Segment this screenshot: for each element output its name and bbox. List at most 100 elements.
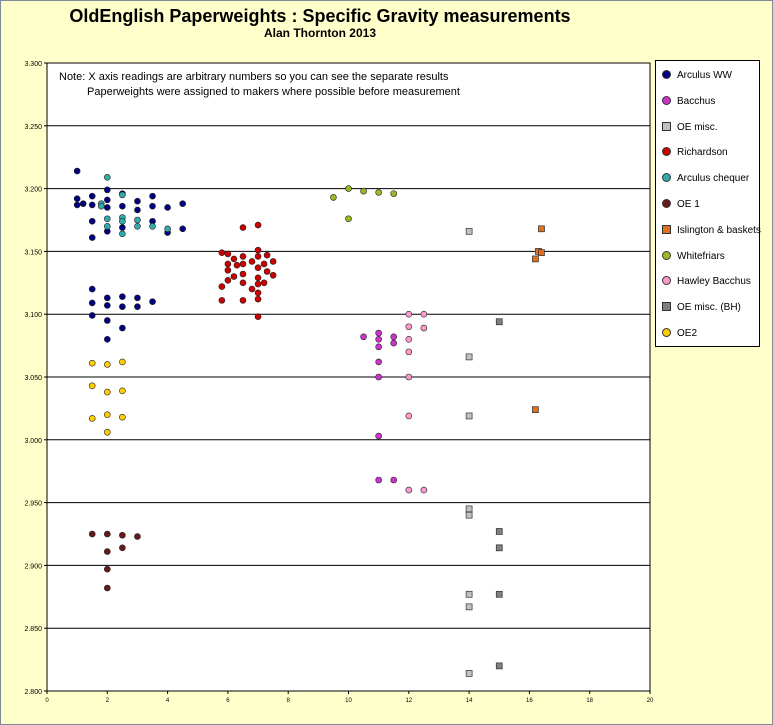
data-point-arculus-ww [73, 201, 81, 209]
data-point-bacchus [375, 343, 382, 351]
data-point-bacchus [390, 339, 398, 347]
data-point-richardson [260, 260, 268, 268]
data-point-hawley-bacchus [405, 336, 413, 343]
legend-item-hawley-bacchus: Hawley Bacchus [662, 276, 751, 287]
data-point-richardson [254, 221, 262, 229]
data-point-arculus-chequer [104, 173, 111, 181]
data-point-arculus-ww [134, 197, 141, 205]
data-point-hawley-bacchus [405, 323, 413, 331]
data-point-oe-1 [134, 533, 141, 540]
legend-item-oe-misc-bh: OE misc. (BH) [662, 302, 741, 313]
y-tick-label: 3.150 [24, 249, 42, 256]
x-tick-label: 8 [287, 698, 291, 704]
legend-item-arculus-ww: Arculus WW [662, 70, 732, 81]
data-point-hawley-bacchus [405, 348, 413, 356]
data-point-oe-misc [465, 670, 473, 677]
y-tick-label: 3.100 [24, 312, 42, 319]
data-point-oe2 [104, 361, 111, 368]
data-point-whitefriars [375, 189, 382, 196]
data-point-richardson [239, 279, 247, 287]
data-point-oe-1 [104, 565, 111, 573]
data-point-arculus-ww [104, 336, 111, 343]
data-point-arculus-chequer [104, 215, 111, 223]
data-point-arculus-ww [73, 195, 81, 202]
note-line-2: Paperweights were assigned to makers whe… [87, 86, 460, 98]
data-point-whitefriars [345, 185, 352, 192]
data-point-whitefriars [360, 187, 367, 195]
data-point-arculus-ww [88, 285, 96, 293]
data-point-richardson [260, 279, 268, 287]
legend-item-bacchus: Bacchus [662, 95, 716, 107]
data-point-hawley-bacchus [420, 324, 428, 332]
data-point-bacchus [360, 333, 367, 341]
legend-marker-richardson [662, 147, 671, 157]
data-point-oe-misc [465, 511, 473, 519]
data-point-oe2 [88, 382, 96, 390]
x-tick-label: 0 [45, 698, 49, 704]
legend-label: OE misc. (BH) [677, 302, 741, 314]
data-point-arculus-ww [104, 204, 111, 211]
legend-marker-arculus-chequer [662, 173, 671, 183]
data-point-richardson [230, 255, 238, 263]
y-tick-label: 3.250 [24, 124, 42, 131]
data-point-oe-1 [104, 530, 111, 538]
data-point-arculus-ww [104, 186, 111, 194]
data-point-oe-misc [465, 505, 473, 513]
legend-label: OE 1 [677, 199, 700, 210]
legend-marker-hawley-bacchus [662, 276, 671, 286]
x-tick-label: 4 [166, 698, 170, 704]
x-tick-label: 14 [466, 698, 473, 704]
data-point-bacchus [375, 476, 382, 484]
data-point-bacchus [375, 432, 382, 440]
data-point-richardson [254, 253, 262, 260]
data-point-richardson [263, 268, 271, 275]
data-point-arculus-ww [149, 192, 156, 200]
data-point-arculus-ww [119, 293, 126, 300]
y-tick-label: 3.000 [24, 438, 42, 445]
data-point-arculus-chequer [119, 230, 126, 238]
legend-marker-oe-1 [662, 199, 671, 208]
data-point-richardson [254, 246, 262, 254]
data-point-richardson [248, 285, 256, 293]
data-point-richardson [224, 266, 232, 274]
data-point-hawley-bacchus [420, 310, 428, 318]
data-point-richardson [254, 274, 262, 282]
data-point-arculus-ww [104, 317, 111, 324]
data-point-whitefriars [345, 215, 352, 223]
data-point-oe2 [104, 428, 111, 436]
data-point-arculus-chequer [119, 217, 126, 225]
legend-label: Richardson [677, 147, 728, 159]
data-point-arculus-ww [88, 312, 96, 319]
legend-label: OE2 [677, 328, 698, 339]
data-point-richardson [254, 313, 262, 321]
legend-marker-oe-misc [662, 121, 671, 131]
legend-marker-whitefriars [662, 250, 671, 260]
data-point-bacchus [375, 373, 382, 381]
data-point-oe-1 [119, 531, 126, 539]
data-point-arculus-ww [164, 204, 171, 211]
data-point-arculus-ww [179, 200, 186, 207]
data-point-bacchus [375, 329, 382, 337]
data-point-bacchus [390, 476, 398, 484]
legend-item-oe-misc: OE misc. [662, 121, 718, 133]
data-point-arculus-ww [88, 217, 96, 225]
data-point-richardson [239, 270, 247, 278]
data-point-richardson [239, 253, 247, 260]
chart-note: Note: X axis readings are arbitrary numb… [59, 70, 460, 100]
legend-item-whitefriars: Whitefriars [662, 250, 725, 262]
data-point-bacchus [375, 336, 382, 343]
data-point-hawley-bacchus [405, 486, 413, 494]
legend-label: Whitefriars [677, 250, 725, 262]
legend-label: Hawley Bacchus [677, 276, 751, 288]
y-tick-label: 3.050 [24, 375, 42, 382]
data-point-hawley-bacchus [420, 486, 428, 494]
data-point-oe-misc [465, 590, 473, 598]
data-point-arculus-ww [179, 225, 186, 233]
data-point-islington-baskets [538, 225, 545, 233]
legend-label: Bacchus [677, 95, 716, 107]
data-point-arculus-ww [88, 299, 96, 307]
data-point-hawley-bacchus [405, 412, 413, 420]
data-point-richardson [254, 264, 262, 272]
legend-item-richardson: Richardson [662, 147, 728, 158]
data-point-oe-misc [465, 412, 473, 420]
